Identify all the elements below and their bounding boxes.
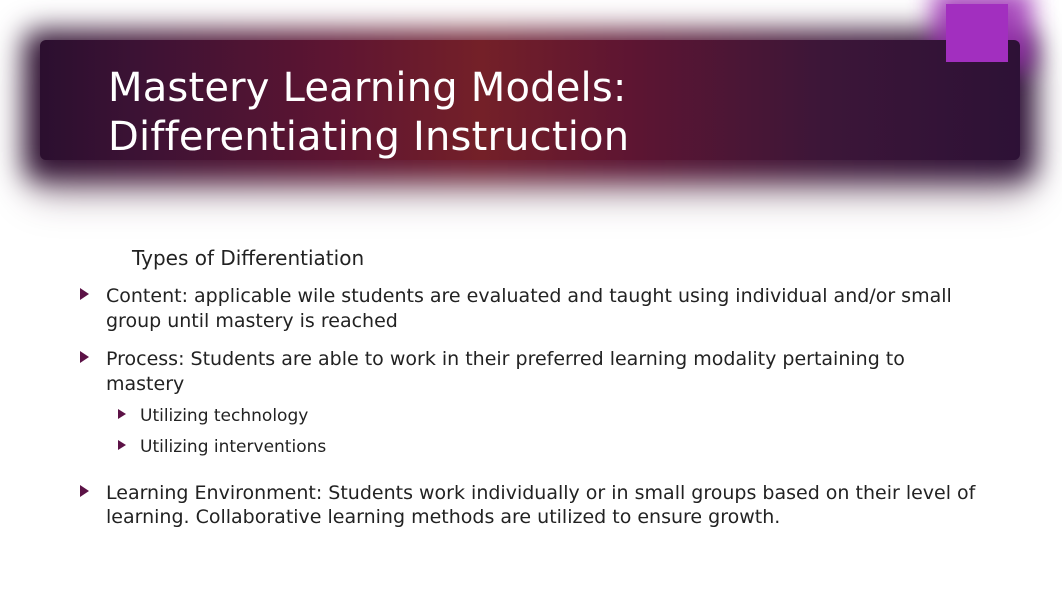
list-item: Utilizing interventions bbox=[116, 436, 988, 467]
subheading: Types of Differentiation bbox=[132, 246, 988, 270]
list-item-text: Utilizing interventions bbox=[140, 437, 326, 457]
list-item: Process: Students are able to work in th… bbox=[78, 347, 988, 480]
list-item-text: Process: Students are able to work in th… bbox=[106, 348, 905, 395]
list-item: Utilizing technology bbox=[116, 405, 988, 436]
bullet-list: Content: applicable wile students are ev… bbox=[78, 284, 988, 544]
list-item: Content: applicable wile students are ev… bbox=[78, 284, 988, 347]
accent-square bbox=[946, 4, 1008, 62]
list-item: Learning Environment: Students work indi… bbox=[78, 481, 988, 544]
slide-title-line2: Differentiating Instruction bbox=[108, 114, 629, 160]
list-item-text: Content: applicable wile students are ev… bbox=[106, 285, 952, 332]
sub-bullet-list: Utilizing technology Utilizing intervent… bbox=[106, 405, 988, 467]
list-item-text: Utilizing technology bbox=[140, 406, 308, 426]
slide-title-line1: Mastery Learning Models: bbox=[108, 65, 627, 111]
slide-title: Mastery Learning Models: Differentiating… bbox=[108, 64, 928, 162]
list-item-text: Learning Environment: Students work indi… bbox=[106, 482, 975, 529]
slide-body: Types of Differentiation Content: applic… bbox=[78, 246, 988, 544]
